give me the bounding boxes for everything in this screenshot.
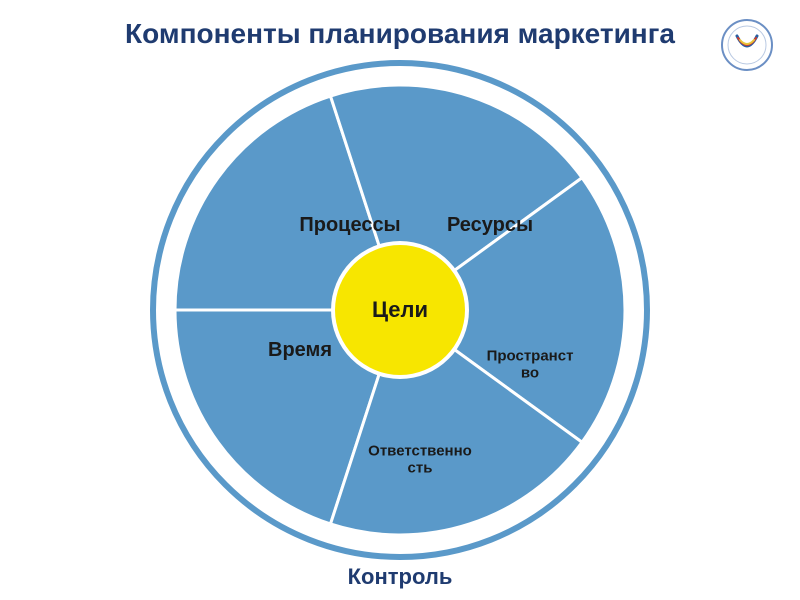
segment-label: Пространство <box>487 349 574 382</box>
radial-diagram: Цели Процессы Ресурсы Пространство Ответств… <box>150 60 650 560</box>
segment-label: Процессы <box>299 214 400 236</box>
segment-label: Ресурсы <box>447 214 533 236</box>
segment-label: Время <box>268 339 332 361</box>
page-title: Компоненты планирования маркетинга <box>0 18 800 50</box>
segment-label: Ответственность <box>368 444 472 477</box>
logo-badge <box>720 18 774 72</box>
center-circle: Цели <box>335 245 465 375</box>
center-label: Цели <box>372 297 428 323</box>
bottom-label: Контроль <box>348 564 453 590</box>
logo-icon <box>720 18 774 72</box>
